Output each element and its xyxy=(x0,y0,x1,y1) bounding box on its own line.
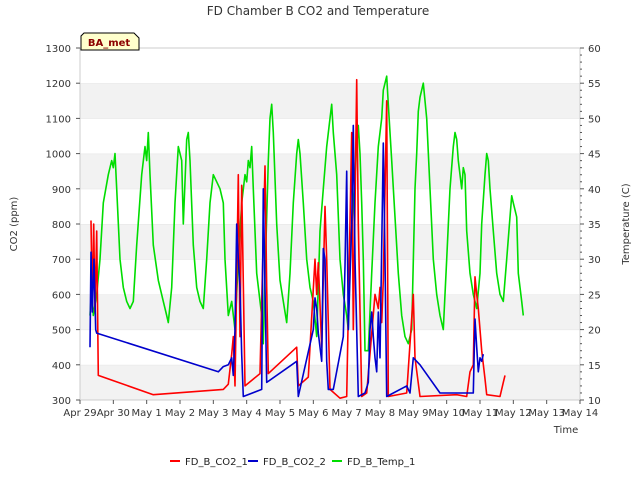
x-tick-label: May 1 xyxy=(132,408,162,419)
y2-tick-label: 30 xyxy=(588,255,601,266)
x-axis-label: Time xyxy=(553,425,578,436)
x-tick-label: May 12 xyxy=(495,408,532,419)
x-tick-label: May 10 xyxy=(428,408,465,419)
y-tick-label: 600 xyxy=(52,290,71,301)
legend: FD_B_CO2_1 FD_B_CO2_2 FD_B_Temp_1 xyxy=(170,457,415,468)
y2-tick-label: 55 xyxy=(588,79,601,90)
y-tick-label: 300 xyxy=(52,396,71,407)
x-tick-label: May 8 xyxy=(365,408,395,419)
y2-tick-label: 25 xyxy=(588,290,601,301)
y-tick-label: 400 xyxy=(52,361,71,372)
series-line-fd-b-temp-1 xyxy=(89,75,525,352)
y-tick-label: 1200 xyxy=(46,79,71,90)
x-tick-label: May 11 xyxy=(462,408,499,419)
y-tick-label: 500 xyxy=(52,326,71,337)
grid-bands xyxy=(80,47,580,400)
grid-band xyxy=(80,294,580,330)
grid-band xyxy=(80,188,580,224)
x-tick-label: May 5 xyxy=(265,408,295,419)
y2-tick-label: 50 xyxy=(588,114,601,125)
grid-band xyxy=(80,153,580,189)
y-tick-label: 900 xyxy=(52,185,71,196)
x-tick-label: May 9 xyxy=(398,408,428,419)
chart-title: FD Chamber B CO2 and Temperature xyxy=(207,4,429,18)
y2-tick-label: 20 xyxy=(588,326,601,337)
y2-tick-label: 35 xyxy=(588,220,601,231)
legend-label: FD_B_CO2_1 xyxy=(185,457,248,468)
x-tick-label: May 2 xyxy=(165,408,195,419)
x-tick-label: Apr 29 xyxy=(63,408,96,419)
y2-axis-label: Temperature (C) xyxy=(621,183,632,265)
x-tick-label: May 13 xyxy=(528,408,565,419)
x-tick-label: May 6 xyxy=(298,408,328,419)
badge-label: BA_met xyxy=(88,38,131,49)
x-tick-label: May 7 xyxy=(332,408,362,419)
x-tick-label: May 14 xyxy=(562,408,599,419)
y-tick-label: 800 xyxy=(52,220,71,231)
y-tick-label: 1000 xyxy=(46,150,71,161)
y-axis-ticks: 300 400 500 600 700 800 900 1000 1100 1200 1300 xyxy=(46,44,80,407)
x-tick-label: May 4 xyxy=(232,408,262,419)
y-axis-label: CO2 (ppm) xyxy=(9,197,20,252)
y2-tick-label: 45 xyxy=(588,150,601,161)
y-tick-label: 700 xyxy=(52,255,71,266)
y2-tick-label: 15 xyxy=(588,361,601,372)
grid-band xyxy=(80,224,580,260)
y-tick-label: 1100 xyxy=(46,114,71,125)
y2-tick-label: 10 xyxy=(588,396,601,407)
plot-lines xyxy=(89,75,525,400)
site-badge: BA_met xyxy=(80,32,140,51)
legend-label: FD_B_CO2_2 xyxy=(263,457,326,468)
x-axis-ticks: Apr 29 Apr 30 May 1 May 2 May 3 May 4 May 5 May… xyxy=(63,400,598,419)
series-line-fd-b-co2-2 xyxy=(89,124,485,398)
y2-tick-label: 60 xyxy=(588,44,601,55)
y-tick-label: 1300 xyxy=(46,44,71,55)
y2-tick-label: 40 xyxy=(588,185,601,196)
grid-band xyxy=(80,48,580,84)
legend-label: FD_B_Temp_1 xyxy=(347,457,415,468)
series-line-fd-b-co2-1 xyxy=(90,78,506,400)
y2-axis-ticks: 10 15 20 25 30 35 40 45 50 55 60 xyxy=(580,44,601,407)
x-tick-label: May 3 xyxy=(198,408,228,419)
x-tick-label: Apr 30 xyxy=(97,408,130,419)
badge-shape xyxy=(80,32,140,51)
